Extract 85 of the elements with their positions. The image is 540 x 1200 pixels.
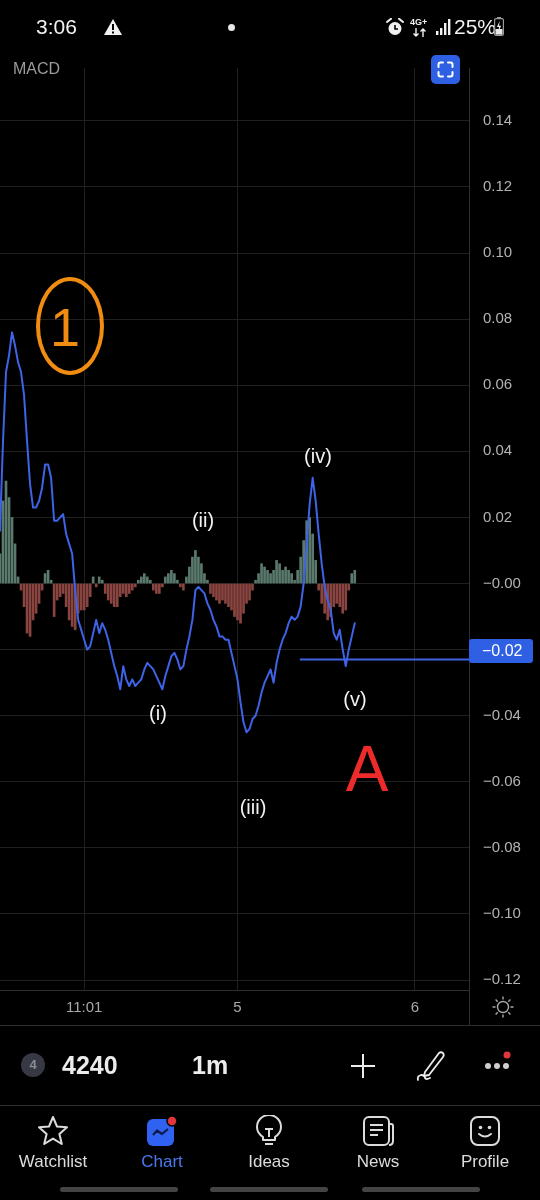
annotation: A (344, 731, 390, 807)
bar (124, 583, 128, 598)
bar (287, 569, 290, 584)
bar (97, 576, 101, 584)
text: 4240 (62, 1050, 119, 1080)
bar (164, 576, 167, 584)
bar (91, 576, 95, 584)
x-tick-label: 5 (233, 998, 242, 1016)
bar (353, 569, 357, 584)
bar (212, 583, 215, 598)
y-tick-label: 0.10 (483, 243, 513, 261)
bar (233, 583, 236, 617)
bar (170, 569, 173, 584)
bar (290, 573, 293, 584)
text: 4G+ (410, 17, 429, 28)
text: Profile (459, 1151, 511, 1173)
y-tick-label: −0.00 (483, 573, 521, 591)
y-tick-label: −0.12 (483, 970, 521, 988)
bar (94, 583, 98, 588)
bar (115, 583, 119, 607)
bar (344, 583, 348, 611)
bar (100, 579, 104, 584)
bar (106, 583, 110, 601)
annotation: 1 (48, 295, 81, 359)
text: Ideas (247, 1151, 291, 1173)
text: 25% (454, 14, 497, 40)
bar (85, 583, 89, 607)
bar (139, 576, 143, 584)
bar (194, 550, 197, 584)
annotation: (v) (342, 687, 368, 711)
bar (266, 569, 269, 584)
bar (112, 583, 116, 607)
bar (152, 583, 155, 591)
bar (121, 583, 125, 594)
annotation: (iv) (303, 444, 333, 468)
bar (133, 583, 137, 588)
bar (350, 573, 354, 584)
bar (275, 560, 278, 584)
text: −0.02 (482, 641, 524, 661)
bar (155, 583, 158, 594)
bar (142, 573, 146, 584)
chart-title: MACD (13, 59, 62, 79)
bar (167, 573, 170, 584)
circle-badge: 4 (21, 1053, 45, 1077)
bar (263, 566, 266, 584)
y-tick-label: 0.14 (483, 111, 513, 129)
bar (260, 563, 263, 584)
bar (335, 583, 339, 604)
bar (284, 566, 287, 584)
y-tick-label: −0.10 (483, 904, 521, 922)
bar (109, 583, 113, 604)
x-tick-label: 11:01 (65, 998, 103, 1016)
bar (182, 583, 185, 591)
text: Chart (140, 1151, 184, 1173)
annotation: (ii) (190, 508, 216, 532)
y-tick-label: 0.02 (483, 507, 513, 525)
bar (341, 583, 345, 614)
text: News (355, 1151, 401, 1173)
bar (148, 579, 152, 584)
bar (209, 583, 212, 594)
y-tick-label: 0.12 (483, 177, 513, 195)
bar (136, 579, 140, 584)
y-tick-label: 0.06 (483, 375, 513, 393)
bar (173, 573, 176, 584)
y-tick-label: −0.06 (483, 771, 521, 789)
bar (145, 576, 149, 584)
bar (278, 563, 281, 584)
y-tick-label: −0.04 (483, 705, 521, 723)
text: Watchlist (17, 1151, 89, 1173)
bar (239, 583, 242, 624)
text: 1m (192, 1050, 230, 1080)
y-tick-label: 0.08 (483, 309, 513, 327)
bar (179, 583, 182, 588)
bar (130, 583, 134, 591)
y-tick-label: 0.04 (483, 441, 513, 459)
bar (215, 583, 218, 601)
x-tick-label: 6 (410, 998, 420, 1016)
annotation: (i) (148, 701, 168, 725)
bar (248, 583, 251, 601)
bar (127, 583, 131, 594)
y-tick-label: −0.08 (483, 838, 521, 856)
annotation: (iii) (238, 795, 268, 819)
text: 3:06 (36, 14, 78, 40)
bar (82, 583, 86, 611)
bar (158, 583, 161, 594)
